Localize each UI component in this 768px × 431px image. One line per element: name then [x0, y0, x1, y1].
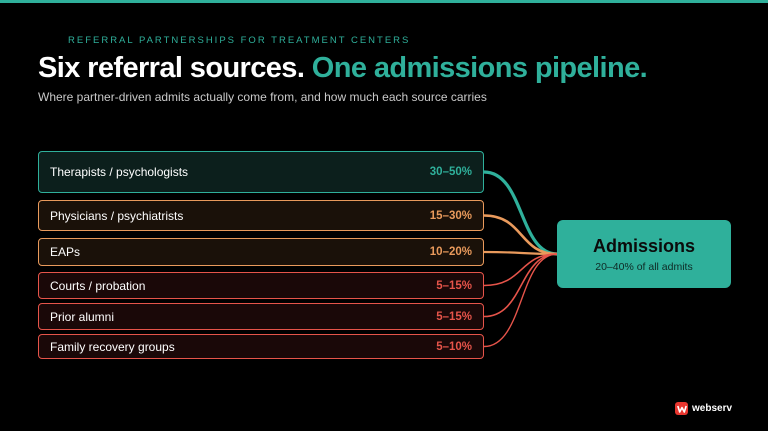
- flow-connector: [483, 253, 558, 287]
- admissions-subtitle: 20–40% of all admits: [595, 260, 693, 273]
- page-subtitle: Where partner-driven admits actually com…: [38, 90, 487, 104]
- webserv-logo-icon: [675, 402, 688, 415]
- referral-source-row: Prior alumni 5–15%: [38, 303, 484, 330]
- referral-source-range: 5–15%: [436, 310, 472, 323]
- referral-source-range: 5–10%: [436, 340, 472, 353]
- referral-source-row: Physicians / psychiatrists 15–30%: [38, 200, 484, 231]
- flow-connector: [482, 250, 559, 256]
- referral-source-label: Physicians / psychiatrists: [50, 208, 184, 223]
- referral-source-row: Courts / probation 5–15%: [38, 272, 484, 299]
- referral-source-label: EAPs: [50, 245, 81, 259]
- flow-connector: [482, 170, 559, 256]
- flow-connector: [482, 214, 559, 256]
- referral-source-label: Courts / probation: [50, 278, 146, 293]
- page-title: Six referral sources. One admissions pip…: [38, 52, 648, 85]
- top-accent-bar: [0, 0, 768, 3]
- referral-source-row: Therapists / psychologists 30–50%: [38, 151, 484, 193]
- brand-name: webserv: [692, 403, 733, 414]
- referral-source-label: Family recovery groups: [50, 339, 175, 354]
- title-accent: One admissions pipeline.: [311, 52, 648, 84]
- admissions-title: Admissions: [592, 235, 696, 256]
- referral-source-label: Prior alumni: [50, 309, 115, 324]
- referral-source-label: Therapists / psychologists: [50, 165, 189, 179]
- referral-source-range: 15–30%: [429, 209, 472, 222]
- flow-connector: [483, 253, 558, 348]
- brand-footer: webserv: [675, 402, 732, 415]
- admissions-node: Admissions 20–40% of all admits: [557, 220, 731, 288]
- referral-source-row: Family recovery groups 5–10%: [38, 334, 484, 359]
- referral-source-row: EAPs 10–20%: [38, 238, 484, 266]
- referral-source-range: 5–15%: [436, 279, 472, 292]
- eyebrow-label: REFERRAL PARTNERSHIPS FOR TREATMENT CENT…: [68, 35, 411, 46]
- referral-source-range: 10–20%: [429, 246, 472, 258]
- referral-source-range: 30–50%: [429, 166, 472, 178]
- title-main: Six referral sources.: [38, 52, 305, 84]
